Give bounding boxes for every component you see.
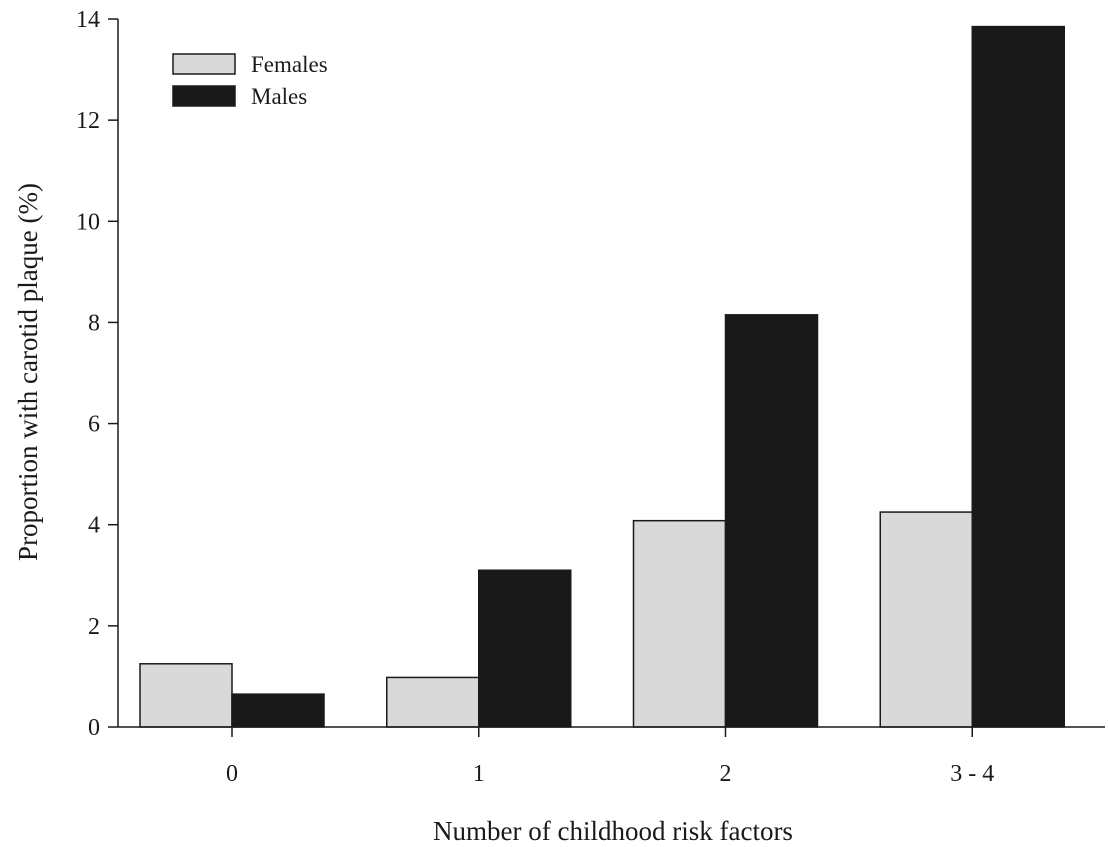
- y-tick-label-0: 0: [88, 715, 100, 741]
- bar-males-2: [724, 314, 819, 728]
- y-tick-label-6: 12: [76, 108, 100, 134]
- y-tick-label-5: 10: [76, 209, 100, 235]
- bar-males-0: [231, 693, 325, 728]
- y-tick-label-4: 8: [88, 310, 100, 336]
- legend-label-females: Females: [251, 52, 328, 77]
- bar-females-2: [632, 519, 727, 728]
- bars-group: [139, 25, 1065, 728]
- legend-swatch-males: [172, 85, 236, 107]
- bar-males-1: [478, 569, 572, 728]
- bar-males-3: [971, 25, 1065, 728]
- x-tick-label-0: 0: [226, 761, 238, 787]
- y-tick-label-3: 6: [88, 412, 100, 438]
- y-tick-label-7: 14: [76, 7, 100, 33]
- y-axis-title: Proportion with carotid plaque (%): [13, 183, 43, 561]
- legend-swatch-females: [172, 53, 236, 75]
- legend-label-males: Males: [251, 84, 307, 109]
- x-tick-label-2: 2: [720, 761, 732, 787]
- x-tick-label-1: 1: [473, 761, 485, 787]
- x-tick-label-3: 3 - 4: [950, 761, 994, 787]
- bar-females-0: [139, 663, 233, 728]
- bar-females-3: [879, 511, 973, 728]
- bar-females-1: [386, 676, 480, 728]
- y-tick-label-2: 4: [88, 513, 100, 539]
- y-tick-label-1: 2: [88, 614, 100, 640]
- x-axis-title: Number of childhood risk factors: [433, 816, 793, 846]
- legend: Females Males: [172, 52, 328, 109]
